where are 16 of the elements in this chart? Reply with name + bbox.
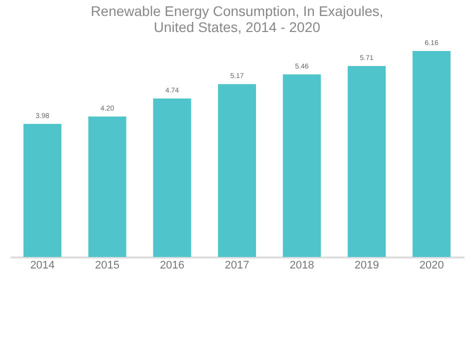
bar [153,98,192,257]
x-tick-label: 2016 [160,260,184,272]
bar [282,74,321,257]
bar [88,116,126,257]
text: United States, 2014 - 2020 [154,19,320,35]
bar [412,51,451,257]
bar [218,84,256,257]
x-tick-label: 2017 [224,260,250,272]
bar [348,66,386,257]
x-tick-label: 2018 [290,260,314,272]
bar [23,124,62,257]
x-tick-label: 2015 [95,260,120,272]
x-tick-label: 2020 [419,260,444,272]
text: Renewable Energy Consumption, In Exajoules, [90,3,384,19]
x-tick-label: 2019 [354,260,379,272]
x-tick-label: 2014 [30,260,55,272]
